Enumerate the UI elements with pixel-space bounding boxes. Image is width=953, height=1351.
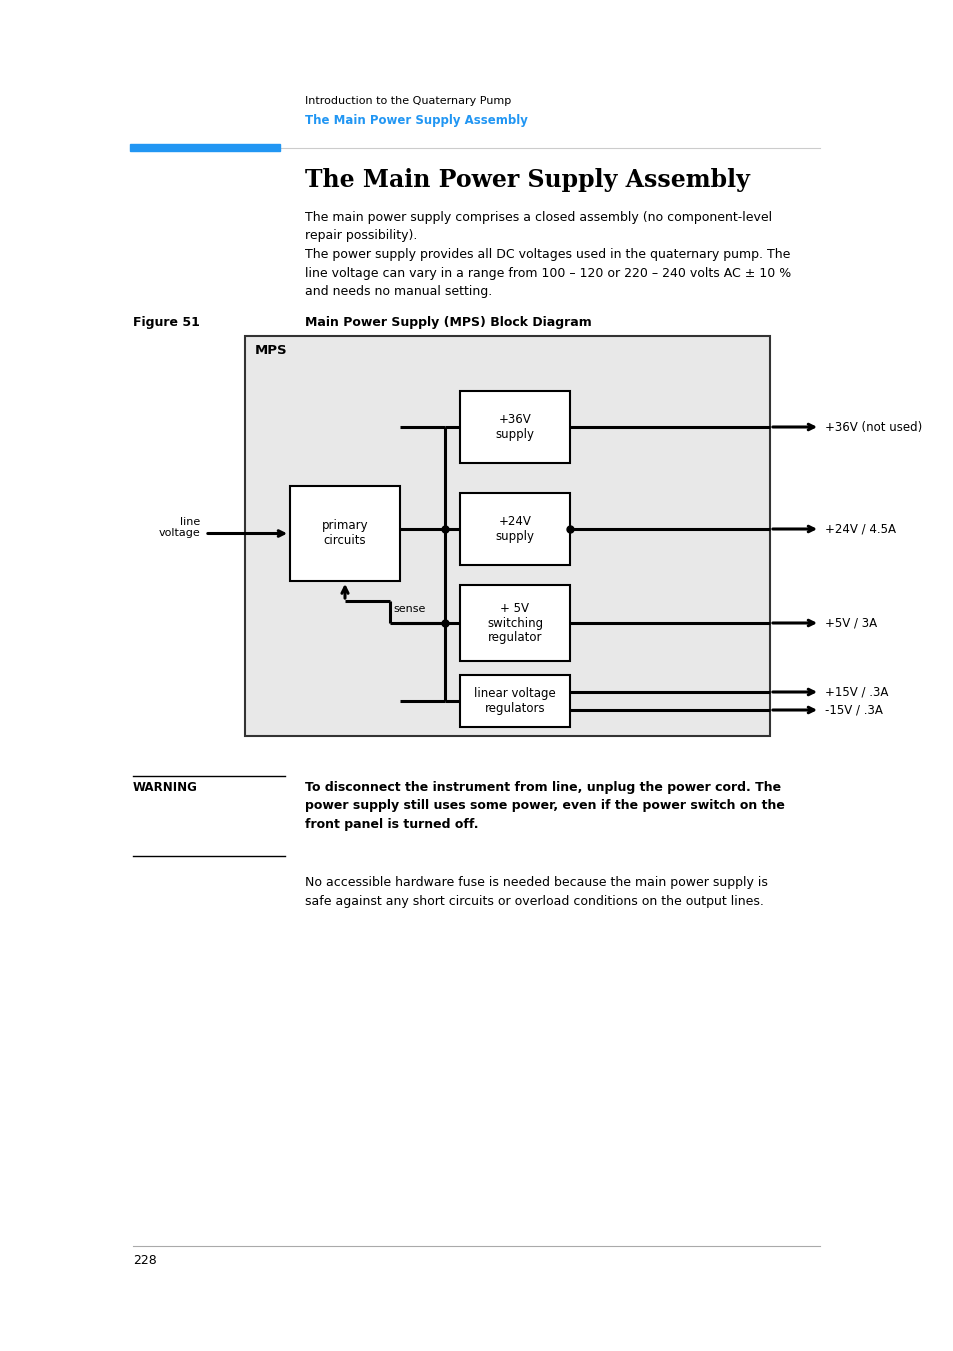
Text: The Main Power Supply Assembly: The Main Power Supply Assembly xyxy=(305,168,749,192)
Text: sense: sense xyxy=(393,604,425,613)
Text: MPS: MPS xyxy=(254,345,287,357)
Text: primary
circuits: primary circuits xyxy=(321,520,368,547)
Text: Figure 51: Figure 51 xyxy=(132,316,200,330)
Text: The main power supply comprises a closed assembly (no component-level
repair pos: The main power supply comprises a closed… xyxy=(305,211,771,242)
Text: linear voltage
regulators: linear voltage regulators xyxy=(474,688,556,715)
Text: The Main Power Supply Assembly: The Main Power Supply Assembly xyxy=(305,113,527,127)
Bar xyxy=(290,486,399,581)
Text: +15V / .3A: +15V / .3A xyxy=(824,685,887,698)
Text: No accessible hardware fuse is needed because the main power supply is
safe agai: No accessible hardware fuse is needed be… xyxy=(305,875,767,908)
Bar xyxy=(459,676,569,727)
Text: -15V / .3A: -15V / .3A xyxy=(824,704,882,716)
Text: The power supply provides all DC voltages used in the quaternary pump. The
line : The power supply provides all DC voltage… xyxy=(305,249,790,299)
Bar xyxy=(245,336,769,736)
Text: line
voltage: line voltage xyxy=(158,516,200,538)
Text: +5V / 3A: +5V / 3A xyxy=(824,616,876,630)
Text: +24V / 4.5A: +24V / 4.5A xyxy=(824,523,895,535)
Text: Main Power Supply (MPS) Block Diagram: Main Power Supply (MPS) Block Diagram xyxy=(305,316,591,330)
Bar xyxy=(459,585,569,661)
Text: 228: 228 xyxy=(132,1254,156,1267)
Text: + 5V
switching
regulator: + 5V switching regulator xyxy=(486,601,542,644)
Bar xyxy=(459,493,569,565)
Text: +24V
supply: +24V supply xyxy=(495,515,534,543)
Text: To disconnect the instrument from line, unplug the power cord. The
power supply : To disconnect the instrument from line, … xyxy=(305,781,784,831)
Text: +36V
supply: +36V supply xyxy=(495,413,534,440)
Text: Introduction to the Quaternary Pump: Introduction to the Quaternary Pump xyxy=(305,96,511,105)
Bar xyxy=(130,145,280,151)
Text: WARNING: WARNING xyxy=(132,781,197,794)
Bar xyxy=(459,390,569,463)
Text: +36V (not used): +36V (not used) xyxy=(824,420,922,434)
